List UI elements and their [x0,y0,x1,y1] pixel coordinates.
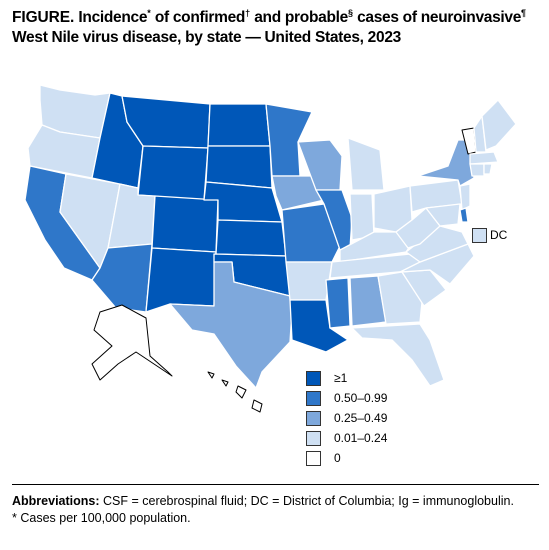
figure-label: FIGURE. [12,9,75,26]
title-part-1: Incidence [78,9,148,26]
state-mi [347,137,385,191]
legend-label: 0.25–0.49 [334,411,388,425]
state-wi [297,139,343,191]
state-ct [469,163,485,177]
state-wy [137,145,209,201]
divider [12,484,539,485]
legend-item: ≥1 [306,368,387,388]
legend: ≥1 0.50–0.99 0.25–0.49 0.01–0.24 0 [306,368,387,468]
legend-label: 0 [334,451,341,465]
state-ks [215,219,287,257]
state-fl [351,323,445,387]
state-ak [91,304,173,381]
state-ny [417,139,475,187]
state-mn [265,103,313,177]
legend-swatch [306,410,321,426]
abbreviations-text: CSF = cerebrospinal fluid; DC = District… [103,494,514,508]
footnote-1: * Cases per 100,000 population. [12,511,191,525]
title-part-5: West Nile virus disease, by state — Unit… [12,29,401,46]
state-ma [469,151,499,165]
state-ri [483,163,493,175]
legend-label: 0.01–0.24 [334,431,388,445]
legend-swatch [306,390,321,406]
state-co [151,195,219,253]
dc-label: DC [490,228,508,242]
title-part-3: and probable [254,9,348,26]
us-state-map [24,84,517,413]
state-in [349,193,375,241]
state-nj [459,183,471,211]
dc-swatch [472,228,487,243]
state-ga [377,271,423,325]
state-nd [207,103,271,147]
title-mark-2: † [245,7,250,18]
legend-item: 0.50–0.99 [306,388,387,408]
title-mark-4: ¶ [521,7,526,18]
state-hi [207,371,263,413]
legend-item: 0.25–0.49 [306,408,387,428]
legend-swatch [306,370,321,386]
legend-label: ≥1 [334,371,348,385]
figure-title: FIGURE. Incidence* of confirmed† and pro… [12,8,540,48]
state-la [289,299,349,353]
state-sd [205,145,273,189]
legend-item: 0 [306,448,387,468]
legend-item: 0.01–0.24 [306,428,387,448]
legend-swatch [306,430,321,446]
state-ar [285,261,333,301]
state-nm [145,247,217,313]
legend-swatch [306,450,321,466]
title-part-4: cases of neuroinvasive [357,9,522,26]
state-mo [281,203,341,263]
footnotes: Abbreviations: CSF = cerebrospinal fluid… [12,493,540,527]
state-tx [169,261,293,389]
state-de [459,207,469,223]
title-part-2: of confirmed [154,9,246,26]
state-md [425,203,461,227]
legend-label: 0.50–0.99 [334,391,388,405]
title-mark-1: * [147,7,151,18]
abbreviations-note: Abbreviations: CSF = cerebrospinal fluid… [12,493,540,510]
state-ia [271,175,325,211]
state-me [481,99,517,151]
title-mark-3: § [347,7,353,18]
abbreviations-label: Abbreviations: [12,494,100,508]
state-ms [325,277,351,329]
